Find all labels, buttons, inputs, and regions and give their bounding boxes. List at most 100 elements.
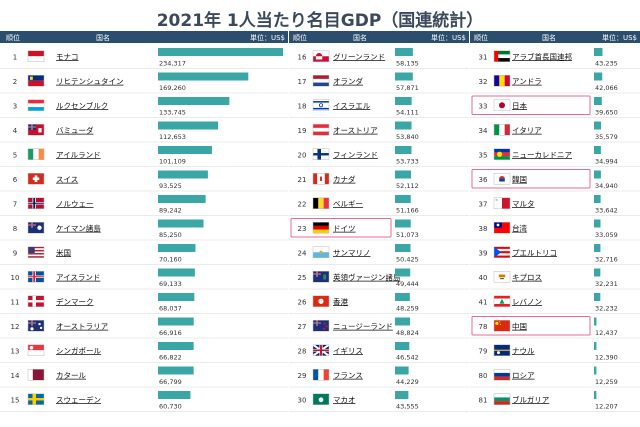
table-row: 79 ナウル 12,390 bbox=[470, 342, 640, 363]
country-name-link[interactable]: シンガポール bbox=[56, 345, 101, 355]
country-name-link[interactable]: ニューカレドニア bbox=[512, 150, 572, 159]
rank-label: 9 bbox=[13, 249, 17, 257]
table-row: 39 プエルトリコ 32,716 bbox=[470, 244, 640, 265]
value-bar bbox=[158, 97, 230, 105]
country-name-link[interactable]: レバノン bbox=[512, 297, 542, 306]
header-country: 国名 bbox=[353, 33, 367, 42]
table-row: 24 サンマリノ 50,425 bbox=[289, 244, 469, 265]
value-bar bbox=[395, 268, 411, 277]
country-name-link[interactable]: フランス bbox=[333, 371, 363, 380]
value-bar bbox=[395, 195, 411, 203]
country-name-link[interactable]: アイスランド bbox=[56, 273, 100, 282]
table-row: 18 イスラエル 54,111 bbox=[289, 97, 469, 118]
ireland-flag-icon bbox=[27, 148, 45, 160]
macau-flag-icon bbox=[312, 393, 330, 405]
value-label: 48,259 bbox=[396, 305, 419, 313]
country-name-link[interactable]: イスラエル bbox=[333, 101, 371, 110]
country-name-link[interactable]: デンマーク bbox=[56, 296, 94, 306]
nauru-flag-icon bbox=[493, 344, 511, 356]
country-name-link[interactable]: サンマリノ bbox=[333, 248, 371, 257]
rank-label: 80 bbox=[479, 372, 488, 380]
country-name-link[interactable]: 英領ヴァージン諸島 bbox=[333, 272, 401, 282]
country-name-link[interactable]: 中国 bbox=[512, 321, 527, 331]
monaco-flag-icon bbox=[27, 50, 45, 62]
germany-flag-icon bbox=[312, 222, 330, 234]
rank-label: 34 bbox=[479, 127, 488, 135]
table-row: 14 カタール 66,799 bbox=[0, 366, 288, 388]
value-label: 133,745 bbox=[159, 109, 186, 117]
country-name-link[interactable]: イタリア bbox=[512, 126, 542, 135]
country-name-link[interactable]: マルタ bbox=[512, 199, 535, 208]
country-name-link[interactable]: ルクセンブルク bbox=[56, 100, 108, 110]
value-label: 49,444 bbox=[396, 280, 419, 288]
country-name-link[interactable]: オーストリア bbox=[333, 126, 378, 135]
country-name-link[interactable]: オランダ bbox=[333, 76, 363, 86]
value-bar bbox=[594, 342, 597, 350]
netherlands-flag-icon bbox=[312, 75, 330, 87]
country-name-link[interactable]: ナウル bbox=[512, 346, 535, 355]
header-country: 国名 bbox=[96, 33, 110, 42]
country-name-link[interactable]: プエルトリコ bbox=[512, 248, 557, 257]
country-name-link[interactable]: ロシア bbox=[512, 371, 535, 380]
value-label: 89,242 bbox=[159, 207, 182, 215]
country-name-link[interactable]: キプロス bbox=[512, 273, 542, 282]
value-bar bbox=[395, 342, 410, 350]
country-name-link[interactable]: カタール bbox=[56, 371, 86, 380]
country-name-link[interactable]: ベルギー bbox=[333, 199, 363, 208]
value-label: 12,259 bbox=[595, 378, 618, 386]
country-name-link[interactable]: ケイマン諸島 bbox=[56, 223, 101, 233]
country-name-link[interactable]: 香港 bbox=[333, 296, 348, 306]
value-label: 53,840 bbox=[396, 133, 419, 141]
italy-flag-icon bbox=[493, 124, 511, 136]
country-name-link[interactable]: 米国 bbox=[56, 247, 71, 257]
value-label: 46,542 bbox=[396, 354, 419, 362]
country-name-link[interactable]: ノルウェー bbox=[56, 199, 94, 208]
country-name-link[interactable]: フィンランド bbox=[333, 150, 378, 159]
country-name-link[interactable]: ニュージーランド bbox=[333, 322, 393, 331]
newcaledonia-flag-icon bbox=[493, 148, 511, 160]
country-name-link[interactable]: マカオ bbox=[333, 395, 356, 404]
country-name-link[interactable]: スウェーデン bbox=[56, 394, 101, 404]
rank-label: 22 bbox=[298, 200, 307, 208]
header-rank: 順位 bbox=[6, 33, 20, 42]
table-row: 33 日本 39,650 bbox=[470, 95, 640, 118]
table-row: 28 イギリス 46,542 bbox=[289, 342, 469, 363]
highlight-box bbox=[471, 169, 591, 189]
cayman-flag-icon bbox=[27, 222, 45, 234]
country-name-link[interactable]: リヒテンシュタイン bbox=[56, 77, 124, 86]
country-name-link[interactable]: 韓国 bbox=[512, 174, 527, 184]
country-name-link[interactable]: イギリス bbox=[333, 346, 363, 355]
switzerland-flag-icon bbox=[27, 173, 45, 185]
singapore-flag-icon bbox=[27, 344, 45, 356]
country-name-link[interactable]: アラブ首長国連邦 bbox=[512, 51, 572, 61]
table-row: 19 オーストリア 53,840 bbox=[289, 121, 469, 143]
value-bar bbox=[158, 170, 208, 179]
country-name-link[interactable]: スイス bbox=[56, 175, 78, 184]
country-name-link[interactable]: ブルガリア bbox=[512, 394, 549, 404]
belgium-flag-icon bbox=[312, 197, 330, 209]
header-rank: 順位 bbox=[474, 33, 488, 42]
country-name-link[interactable]: 日本 bbox=[512, 100, 527, 110]
country-name-link[interactable]: アイルランド bbox=[56, 150, 101, 159]
luxembourg-flag-icon bbox=[27, 99, 45, 111]
lebanon-flag-icon bbox=[493, 295, 511, 307]
country-name-link[interactable]: アンドラ bbox=[512, 77, 542, 86]
country-name-link[interactable]: 台湾 bbox=[512, 223, 527, 233]
table-row: 17 オランダ 57,871 bbox=[289, 72, 469, 94]
country-name-link[interactable]: オーストラリア bbox=[56, 322, 108, 331]
country-name-link[interactable]: カナダ bbox=[333, 174, 356, 184]
value-bar bbox=[395, 317, 411, 326]
value-bar bbox=[594, 293, 601, 301]
country-name-link[interactable]: ドイツ bbox=[333, 224, 356, 233]
table-row: 34 イタリア 35,579 bbox=[470, 121, 640, 143]
table-row: 12 オーストラリア 66,916 bbox=[0, 317, 288, 339]
country-name-link[interactable]: グリーンランド bbox=[333, 51, 385, 61]
value-bar bbox=[158, 268, 195, 277]
rank-label: 1 bbox=[13, 53, 17, 61]
country-name-link[interactable]: モナコ bbox=[56, 52, 79, 61]
table-row: 41 レバノン 32,232 bbox=[470, 293, 640, 314]
country-name-link[interactable]: バミューダ bbox=[56, 125, 94, 135]
header-unit: 単位：US$ bbox=[431, 33, 466, 42]
value-label: 32,232 bbox=[595, 305, 618, 313]
